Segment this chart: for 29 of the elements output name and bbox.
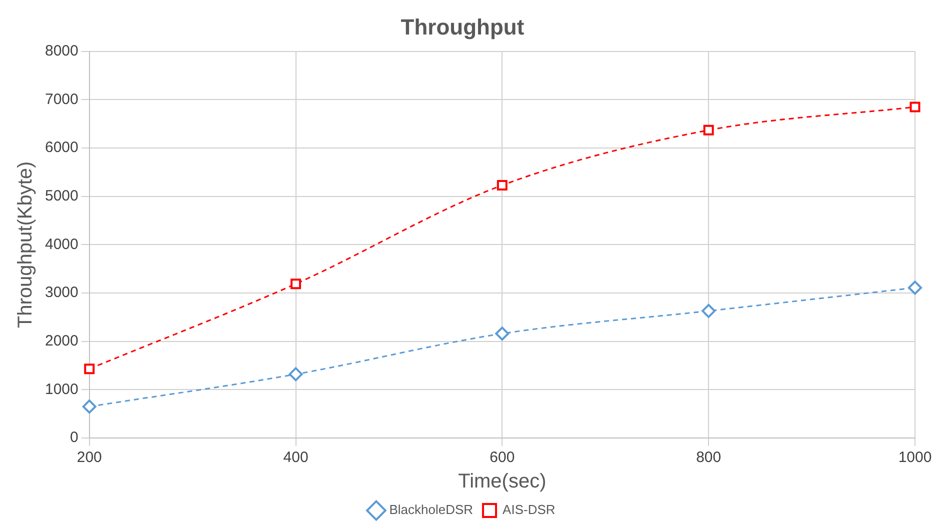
x-axis-title: Time(sec) [458,470,546,493]
y-tick-label: 7000 [44,90,78,108]
x-tick-label: 800 [696,449,722,466]
x-tick-label: 200 [76,449,102,466]
x-tick-label: 400 [283,449,308,466]
y-tick-label: 0 [70,429,78,446]
y-tick-label: 2000 [44,332,78,350]
chart-title: Throughput [400,14,525,40]
y-tick-label: 5000 [44,188,78,205]
point [703,124,714,136]
point [82,400,96,414]
legend-label: BlackholeDSR [389,502,474,518]
point [496,180,508,191]
y-tick-label: 8000 [44,42,78,60]
point [84,364,95,374]
point [290,278,302,290]
x-tick-label: 1000 [898,449,932,466]
legend-label: AIS-DSR [502,502,556,518]
y-axis-title: Throughput(Kbyte) [14,161,37,328]
y-tick-label: 6000 [44,139,78,156]
point [288,367,303,382]
y-tick-label: 3000 [44,284,78,302]
y-tick-label: 1000 [44,380,78,398]
point [910,102,920,112]
point [495,326,510,341]
x-tick-label: 600 [490,449,515,466]
point [702,304,716,318]
point [908,280,922,295]
y-tick-label: 4000 [44,236,78,253]
